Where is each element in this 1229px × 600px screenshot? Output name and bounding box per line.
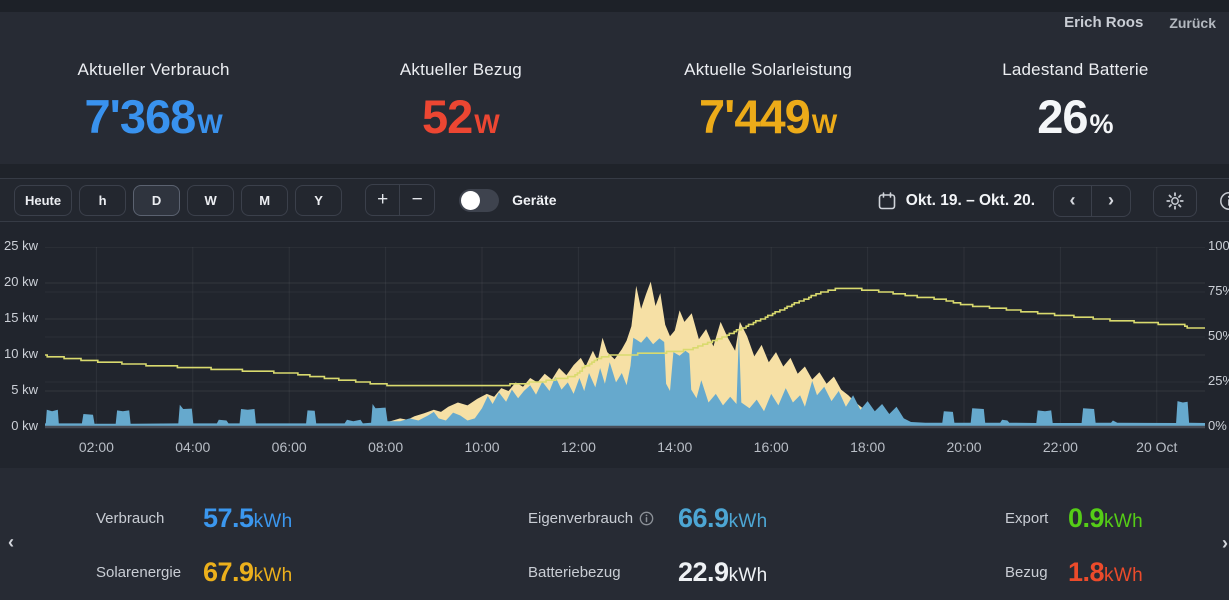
x-axis-tick: 16:00 — [753, 439, 789, 455]
zoom-button-group: + − — [365, 184, 436, 216]
next-date-button[interactable]: › — [1092, 186, 1130, 216]
bottom-stat-value: 66.9kWh — [678, 502, 768, 533]
bottom-stat-value: 0.9kWh — [1068, 502, 1143, 533]
range-button-day[interactable]: D — [133, 184, 181, 216]
right-axis-tick: 25% — [1208, 373, 1229, 388]
left-axis-tick: 5 kw — [11, 382, 38, 397]
bottom-stat-label: Batteriebezug — [528, 563, 621, 581]
toggle-knob — [461, 190, 481, 210]
stat-card-label: Ladestand Batterie — [1002, 60, 1149, 79]
bottom-stat-label: Solarenergie — [96, 563, 182, 581]
toolbar-right-group: Okt. 19. – Okt. 20. ‹ › — [877, 179, 1229, 223]
bottom-stat-solarenergie: Solarenergie 67.9kWh — [96, 557, 292, 587]
bottom-stat-value: 22.9kWh — [678, 556, 768, 587]
stat-card-label: Aktuelle Solarleistung — [684, 60, 853, 79]
date-range-label[interactable]: Okt. 19. – Okt. 20. — [905, 192, 1035, 209]
info-icon[interactable] — [1219, 191, 1229, 211]
zoom-out-button[interactable]: − — [400, 185, 434, 215]
stat-card-value: 52W — [421, 90, 500, 143]
stat-card-grid-import: Aktueller Bezug 52W — [307, 60, 614, 149]
bottom-stat-value: 1.8kWh — [1068, 556, 1143, 587]
user-name-link[interactable]: Erich Roos — [1064, 14, 1144, 31]
x-axis-tick: 20:00 — [946, 439, 982, 455]
bottom-stat-label: Bezug — [1005, 563, 1048, 581]
stat-card-solar-power: Aktuelle Solarleistung 7'449W — [615, 60, 922, 149]
stat-card-consumption: Aktueller Verbrauch 7'368W — [0, 60, 307, 149]
left-axis-tick: 10 kw — [4, 346, 38, 361]
devices-toggle[interactable] — [459, 188, 500, 212]
x-axis-tick: 20 Oct — [1136, 439, 1178, 455]
x-axis-tick: 02:00 — [78, 439, 114, 455]
range-button-heute[interactable]: Heute — [14, 184, 73, 216]
stat-card-battery-level: Ladestand Batterie 26% — [922, 60, 1229, 149]
range-button-week[interactable]: W — [187, 184, 235, 216]
bottom-stat-verbrauch: Verbrauch 57.5kWh — [96, 503, 292, 533]
battery-soc-line — [45, 287, 1205, 387]
bottom-stat-label: Export — [1005, 509, 1049, 527]
sidebar-collapse-chevron-left-icon[interactable]: ‹ — [8, 532, 14, 552]
eigenverbrauch-info-icon[interactable] — [639, 511, 654, 526]
bottom-stat-export: Export 0.9kWh — [1005, 503, 1143, 533]
range-button-year[interactable]: Y — [295, 184, 343, 216]
x-axis-tick: 10:00 — [464, 439, 500, 455]
gear-icon — [1166, 192, 1184, 210]
window-top-strip — [0, 0, 1229, 12]
header-links: Erich Roos Zurück — [1064, 14, 1216, 31]
settings-button[interactable] — [1153, 185, 1197, 217]
bottom-stat-eigenverbrauch: Eigenverbrauch 66.9kWh — [528, 503, 767, 533]
stat-card-value: 7'368W — [84, 90, 223, 143]
plot-area[interactable] — [45, 247, 1205, 429]
right-axis-tick: 0% — [1208, 418, 1227, 433]
calendar-icon[interactable] — [877, 191, 897, 211]
range-button-hour[interactable]: h — [79, 184, 127, 216]
stat-card-label: Aktueller Bezug — [399, 60, 522, 79]
left-axis-tick: 25 kw — [4, 238, 38, 253]
sidebar-expand-chevron-right-icon[interactable]: › — [1222, 533, 1228, 553]
range-button-month[interactable]: M — [241, 184, 289, 216]
consumption-area — [45, 333, 1205, 427]
stat-card-label: Aktueller Verbrauch — [77, 60, 230, 79]
top-stats-panel — [0, 12, 1229, 164]
date-nav-group: ‹ › — [1053, 185, 1131, 217]
bottom-stat-label: Eigenverbrauch — [528, 510, 678, 527]
x-axis-tick: 08:00 — [368, 439, 404, 455]
devices-toggle-label: Geräte — [512, 192, 557, 208]
x-axis-tick: 12:00 — [560, 439, 596, 455]
x-axis-tick: 06:00 — [271, 439, 307, 455]
right-axis-tick: 50% — [1208, 328, 1229, 343]
zoom-in-button[interactable]: + — [366, 185, 401, 215]
bottom-stat-value: 67.9kWh — [203, 556, 293, 587]
bottom-stat-batteriebezug: Batteriebezug 22.9kWh — [528, 557, 767, 587]
bottom-stat-label: Verbrauch — [96, 509, 165, 527]
energy-chart[interactable] — [45, 247, 1205, 429]
x-axis-tick: 14:00 — [657, 439, 693, 455]
x-axis-tick: 22:00 — [1042, 439, 1078, 455]
chart-toolbar: Heute h D W M Y + − Geräte Okt. 19. – Ok… — [0, 178, 1229, 222]
x-axis-tick: 04:00 — [175, 439, 211, 455]
bottom-stat-bezug: Bezug 1.8kWh — [1005, 557, 1143, 587]
back-link[interactable]: Zurück — [1169, 14, 1216, 31]
left-axis-tick: 0 kw — [11, 418, 38, 433]
bottom-stat-value: 57.5kWh — [203, 502, 293, 533]
left-axis-tick: 20 kw — [4, 274, 38, 289]
top-stats-row: Aktueller Verbrauch 7'368W Aktueller Bez… — [0, 60, 1229, 149]
right-axis-tick: 100% — [1208, 238, 1229, 253]
prev-date-button[interactable]: ‹ — [1054, 186, 1092, 216]
stat-card-value: 26% — [1037, 90, 1114, 143]
x-axis-tick: 18:00 — [850, 439, 886, 455]
chart-section: 25 kw 20 kw 15 kw 10 kw 5 kw 0 kw 100% 75% 50% 2… — [0, 222, 1229, 468]
left-axis-tick: 15 kw — [4, 310, 38, 325]
right-axis-tick: 75% — [1208, 283, 1229, 298]
stat-card-value: 7'449W — [699, 90, 838, 143]
bottom-stats-panel: Verbrauch 57.5kWh Solarenergie 67.9kWh E… — [0, 468, 1229, 600]
